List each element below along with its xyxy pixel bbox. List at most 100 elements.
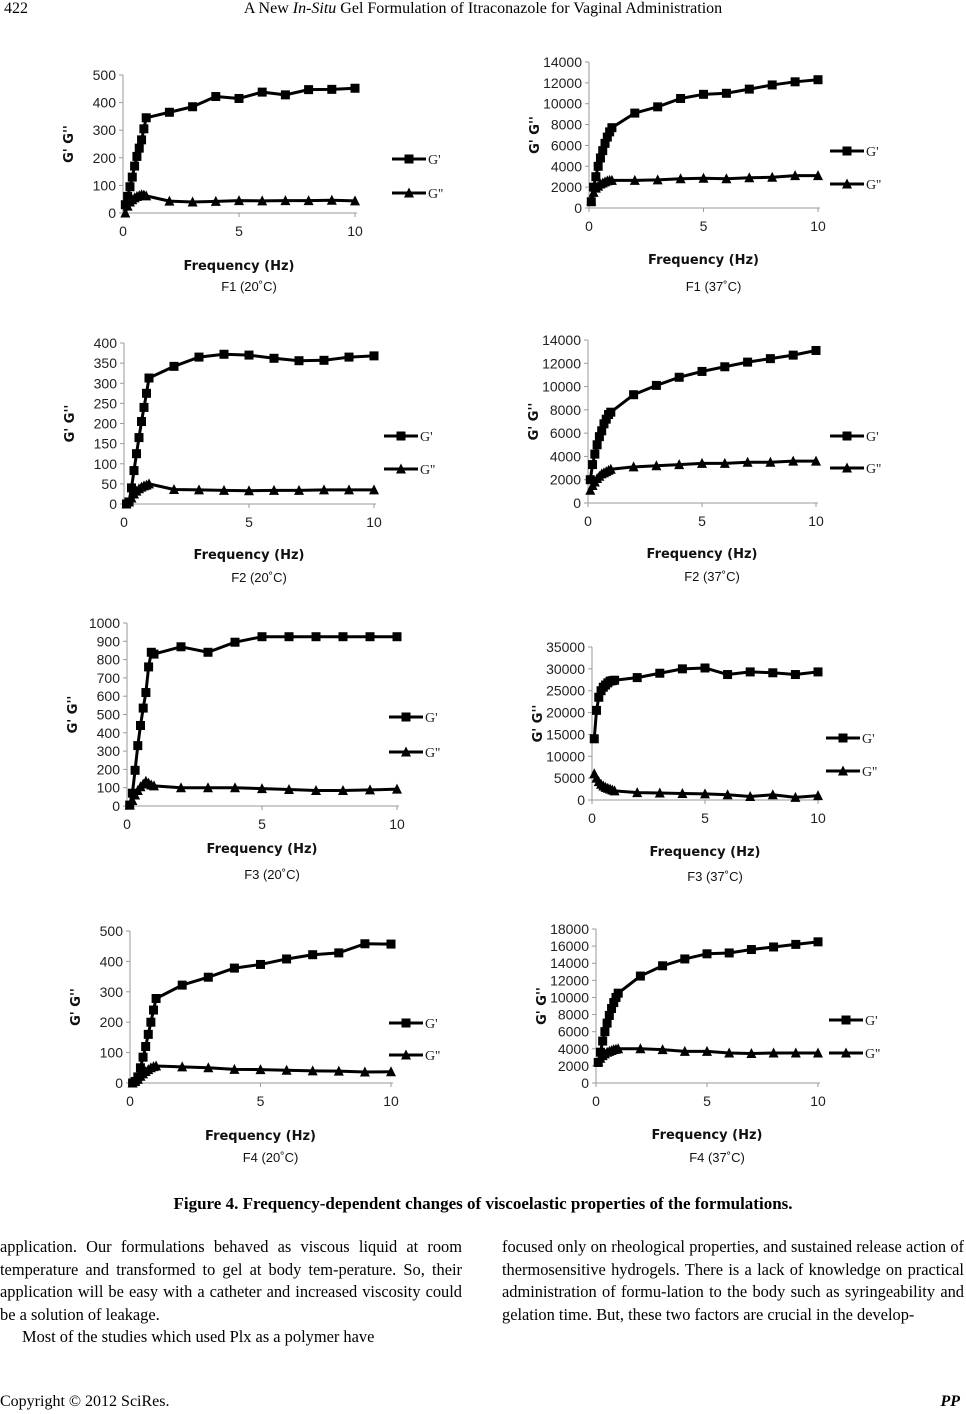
y-tick-label: 25000 <box>546 683 585 699</box>
g-prime-data-point <box>702 949 712 959</box>
g-double-prime-data-point <box>203 1062 214 1073</box>
g-double-prime-data-point <box>651 460 662 471</box>
g-prime-data-point <box>280 90 290 100</box>
figure-4-panels: 0 100 200 300 400 500 0 5 10 Frequency (Hz) G' G''… <box>62 54 881 1165</box>
g-prime-data-point <box>651 380 661 390</box>
legend-square-marker-icon <box>404 154 414 164</box>
g-double-prime-data-point <box>605 463 616 474</box>
g-prime-data-point <box>743 357 753 367</box>
x-tick-label: 5 <box>257 1093 265 1109</box>
running-head: 422 A New In-Situ Gel Formulation of Itr… <box>0 0 966 22</box>
g-prime-data-point <box>130 161 140 171</box>
g-prime-data-point <box>723 670 733 680</box>
g-prime-data-point <box>350 83 360 93</box>
x-tick-label: 10 <box>383 1093 399 1109</box>
y-tick-label: 50 <box>101 476 117 492</box>
x-tick-label: 0 <box>592 1093 600 1109</box>
g-prime-data-point <box>811 345 821 355</box>
g-prime-data-point <box>369 351 379 361</box>
y-tick-label: 0 <box>581 1075 589 1091</box>
g-double-prime-data-point <box>613 1043 624 1054</box>
g-double-prime-data-point <box>657 1044 668 1055</box>
running-title-suffix: Gel Formulation of Itraconazole for Vagi… <box>336 0 723 17</box>
g-prime-data-point <box>164 107 174 117</box>
g-prime-data-point <box>142 388 151 398</box>
g-prime-data-point <box>813 667 823 677</box>
g-prime-data-point <box>590 449 600 459</box>
g-double-prime-data-point <box>386 1066 396 1077</box>
y-tick-label: 12000 <box>550 972 589 988</box>
g-prime-data-point <box>127 172 137 182</box>
g-double-prime-data-point <box>813 1047 823 1058</box>
y-tick-label: 20000 <box>546 705 585 721</box>
journal-abbreviation: PP <box>940 1393 960 1410</box>
g-double-prime-data-point <box>219 484 229 495</box>
x-tick-label: 10 <box>347 223 363 239</box>
y-axis-title: G' G'' <box>66 696 81 734</box>
g-prime-data-point <box>334 948 344 958</box>
x-tick-label: 10 <box>366 514 382 530</box>
g-double-prime-data-point <box>635 1043 646 1054</box>
g-double-prime-data-point <box>369 484 379 495</box>
g-double-prime-data-point <box>234 195 244 206</box>
panel-label: F2 (20˚C) <box>231 570 287 585</box>
g-prime-series-line <box>125 352 375 506</box>
g-prime-data-point <box>138 703 148 713</box>
x-axis-title: Frequency (Hz) <box>652 1128 763 1143</box>
y-tick-label: 16000 <box>550 938 589 954</box>
legend-label: G' <box>425 711 438 726</box>
y-tick-label: 400 <box>93 95 117 111</box>
g-prime-data-point <box>284 632 294 642</box>
x-tick-label: 5 <box>701 810 709 826</box>
g-prime-data-point <box>594 432 604 442</box>
y-tick-label: 15000 <box>546 726 585 742</box>
g-prime-data-point <box>788 350 798 360</box>
g-prime-data-point <box>591 172 601 182</box>
body-paragraph: application. Our formulations behaved as… <box>0 1237 462 1324</box>
y-tick-label: 0 <box>574 200 582 216</box>
g-double-prime-data-point <box>632 787 643 798</box>
g-double-prime-data-point <box>359 1066 370 1077</box>
g-double-prime-data-point <box>724 1047 735 1058</box>
g-prime-data-point <box>658 961 668 971</box>
g-prime-data-point <box>600 138 610 148</box>
g-double-prime-data-point <box>311 784 321 795</box>
g-prime-data-point <box>141 1042 151 1052</box>
y-tick-label: 2000 <box>558 1058 589 1074</box>
y-tick-label: 10000 <box>546 748 585 764</box>
g-prime-data-point <box>229 963 239 973</box>
g-double-prime-data-point <box>319 484 329 495</box>
g-prime-data-point <box>720 362 730 372</box>
g-double-prime-data-point <box>675 173 686 184</box>
g-double-prime-data-point <box>654 787 665 798</box>
g-double-prime-data-point <box>120 207 131 218</box>
g-double-prime-data-point <box>606 174 617 185</box>
g-prime-data-point <box>365 632 375 642</box>
y-tick-label: 14000 <box>542 332 581 348</box>
g-double-prime-data-point <box>149 780 159 791</box>
g-prime-data-point <box>606 407 616 417</box>
g-double-prime-data-point <box>284 784 294 795</box>
g-double-prime-data-point <box>679 1045 690 1056</box>
x-axis-title: Frequency (Hz) <box>207 842 318 857</box>
g-prime-data-point <box>282 954 292 964</box>
g-prime-data-point <box>724 948 734 958</box>
body-column-left: application. Our formulations behaved as… <box>0 1236 462 1349</box>
legend-triangle-marker-icon <box>401 746 411 757</box>
legend-square-marker-icon <box>401 1018 411 1028</box>
g-double-prime-data-point <box>230 782 240 793</box>
running-title-italic: In-Situ <box>292 0 337 17</box>
y-tick-label: 500 <box>97 707 121 723</box>
g-double-prime-data-point <box>767 789 778 800</box>
g-prime-data-point <box>141 688 151 698</box>
legend-label: G'' <box>420 463 435 478</box>
g-prime-data-point <box>604 1010 614 1020</box>
y-tick-label: 6000 <box>551 137 582 153</box>
g-prime-data-point <box>234 93 244 103</box>
g-double-prime-data-point <box>141 190 152 201</box>
g-prime-data-point <box>602 132 612 142</box>
g-double-prime-data-point <box>721 173 732 184</box>
g-prime-data-point <box>308 950 318 960</box>
panel-label: F1 (20˚C) <box>221 279 277 294</box>
